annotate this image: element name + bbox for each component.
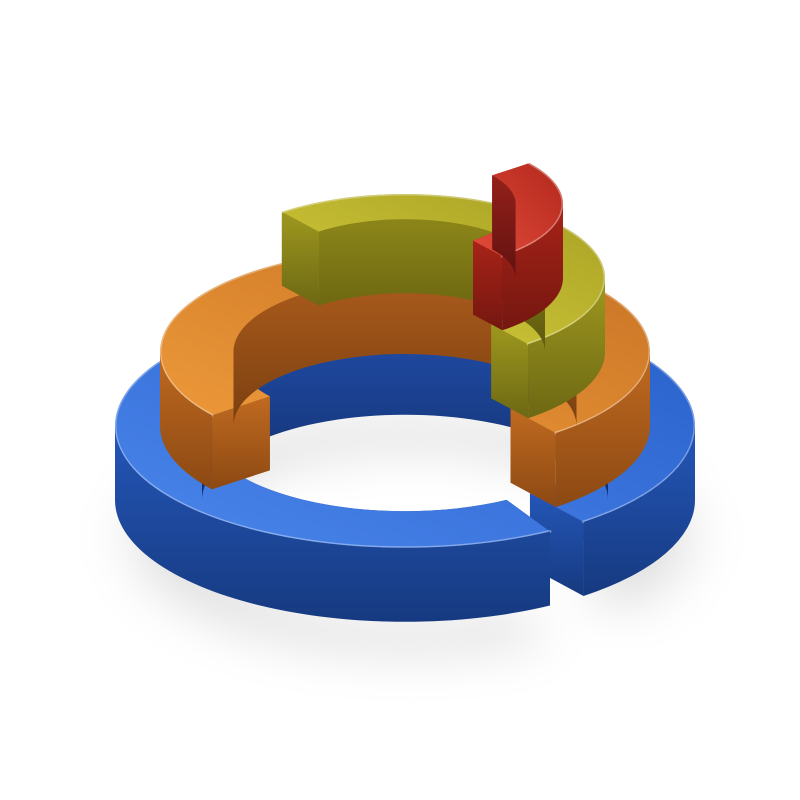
- radial-stacked-chart: [0, 0, 800, 800]
- chart-svg: [0, 0, 800, 800]
